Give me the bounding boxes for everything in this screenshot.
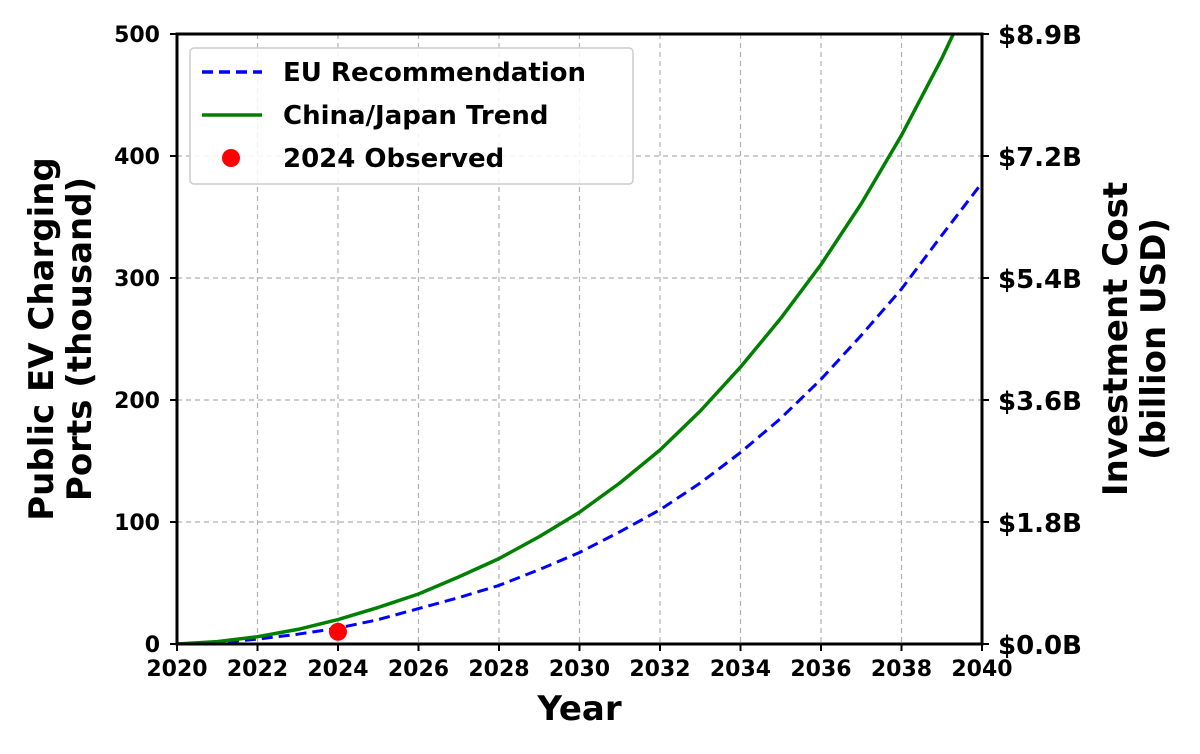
- x-tick-label: 2034: [710, 657, 771, 682]
- y-tick-label: 300: [114, 267, 160, 292]
- legend-box: [189, 47, 634, 185]
- x-tick-label: 2032: [629, 657, 690, 682]
- marker-layer: [329, 622, 347, 641]
- legend-label: 2024 Observed: [283, 144, 504, 174]
- legend-marker: [222, 149, 240, 167]
- y-tick-label: 0: [145, 633, 160, 658]
- legend-label: EU Recommendation: [283, 58, 586, 88]
- x-axis-title: Year: [536, 689, 622, 729]
- y-tick-label: 400: [114, 145, 160, 170]
- x-tick-label: 2020: [146, 657, 207, 682]
- observed-point: [329, 622, 347, 641]
- y-tick-label: 500: [114, 23, 160, 48]
- x-tick-label: 2026: [388, 657, 449, 682]
- y2-axis-title: Investment Cost(billion USD): [1096, 182, 1174, 496]
- y-tick-label: 100: [114, 511, 160, 536]
- ticks: 2020 2022 2024 2026 2028 2030 2032 2034 2036 2038…: [114, 21, 1082, 682]
- y-axis-title: Public EV ChargingPorts (thousand): [22, 157, 100, 521]
- y2-tick-label: $3.6B: [998, 387, 1082, 417]
- y2-tick-label: $8.9B: [998, 21, 1082, 51]
- x-tick-label: 2030: [549, 657, 610, 682]
- x-tick-label: 2022: [227, 657, 288, 682]
- x-tick-label: 2028: [468, 657, 529, 682]
- y2-tick-label: $7.2B: [998, 143, 1082, 173]
- y2-tick-label: $1.8B: [998, 509, 1082, 539]
- x-tick-label: 2024: [307, 657, 368, 682]
- series-layer: [177, 34, 982, 644]
- x-tick-label: 2040: [951, 657, 1012, 682]
- y2-tick-label: $0.0B: [998, 631, 1082, 661]
- series-line: [177, 34, 956, 644]
- x-tick-label: 2036: [790, 657, 851, 682]
- legend-label: China/Japan Trend: [283, 101, 548, 131]
- legend: EU Recommendation China/Japan Trend 2024 O…: [189, 47, 634, 185]
- series-line: [177, 181, 982, 644]
- y2-tick-label: $5.4B: [998, 265, 1082, 295]
- y-tick-label: 200: [114, 389, 160, 414]
- x-tick-label: 2038: [871, 657, 932, 682]
- axis-titles: Year Public EV ChargingPorts (thousand) In…: [22, 157, 1174, 729]
